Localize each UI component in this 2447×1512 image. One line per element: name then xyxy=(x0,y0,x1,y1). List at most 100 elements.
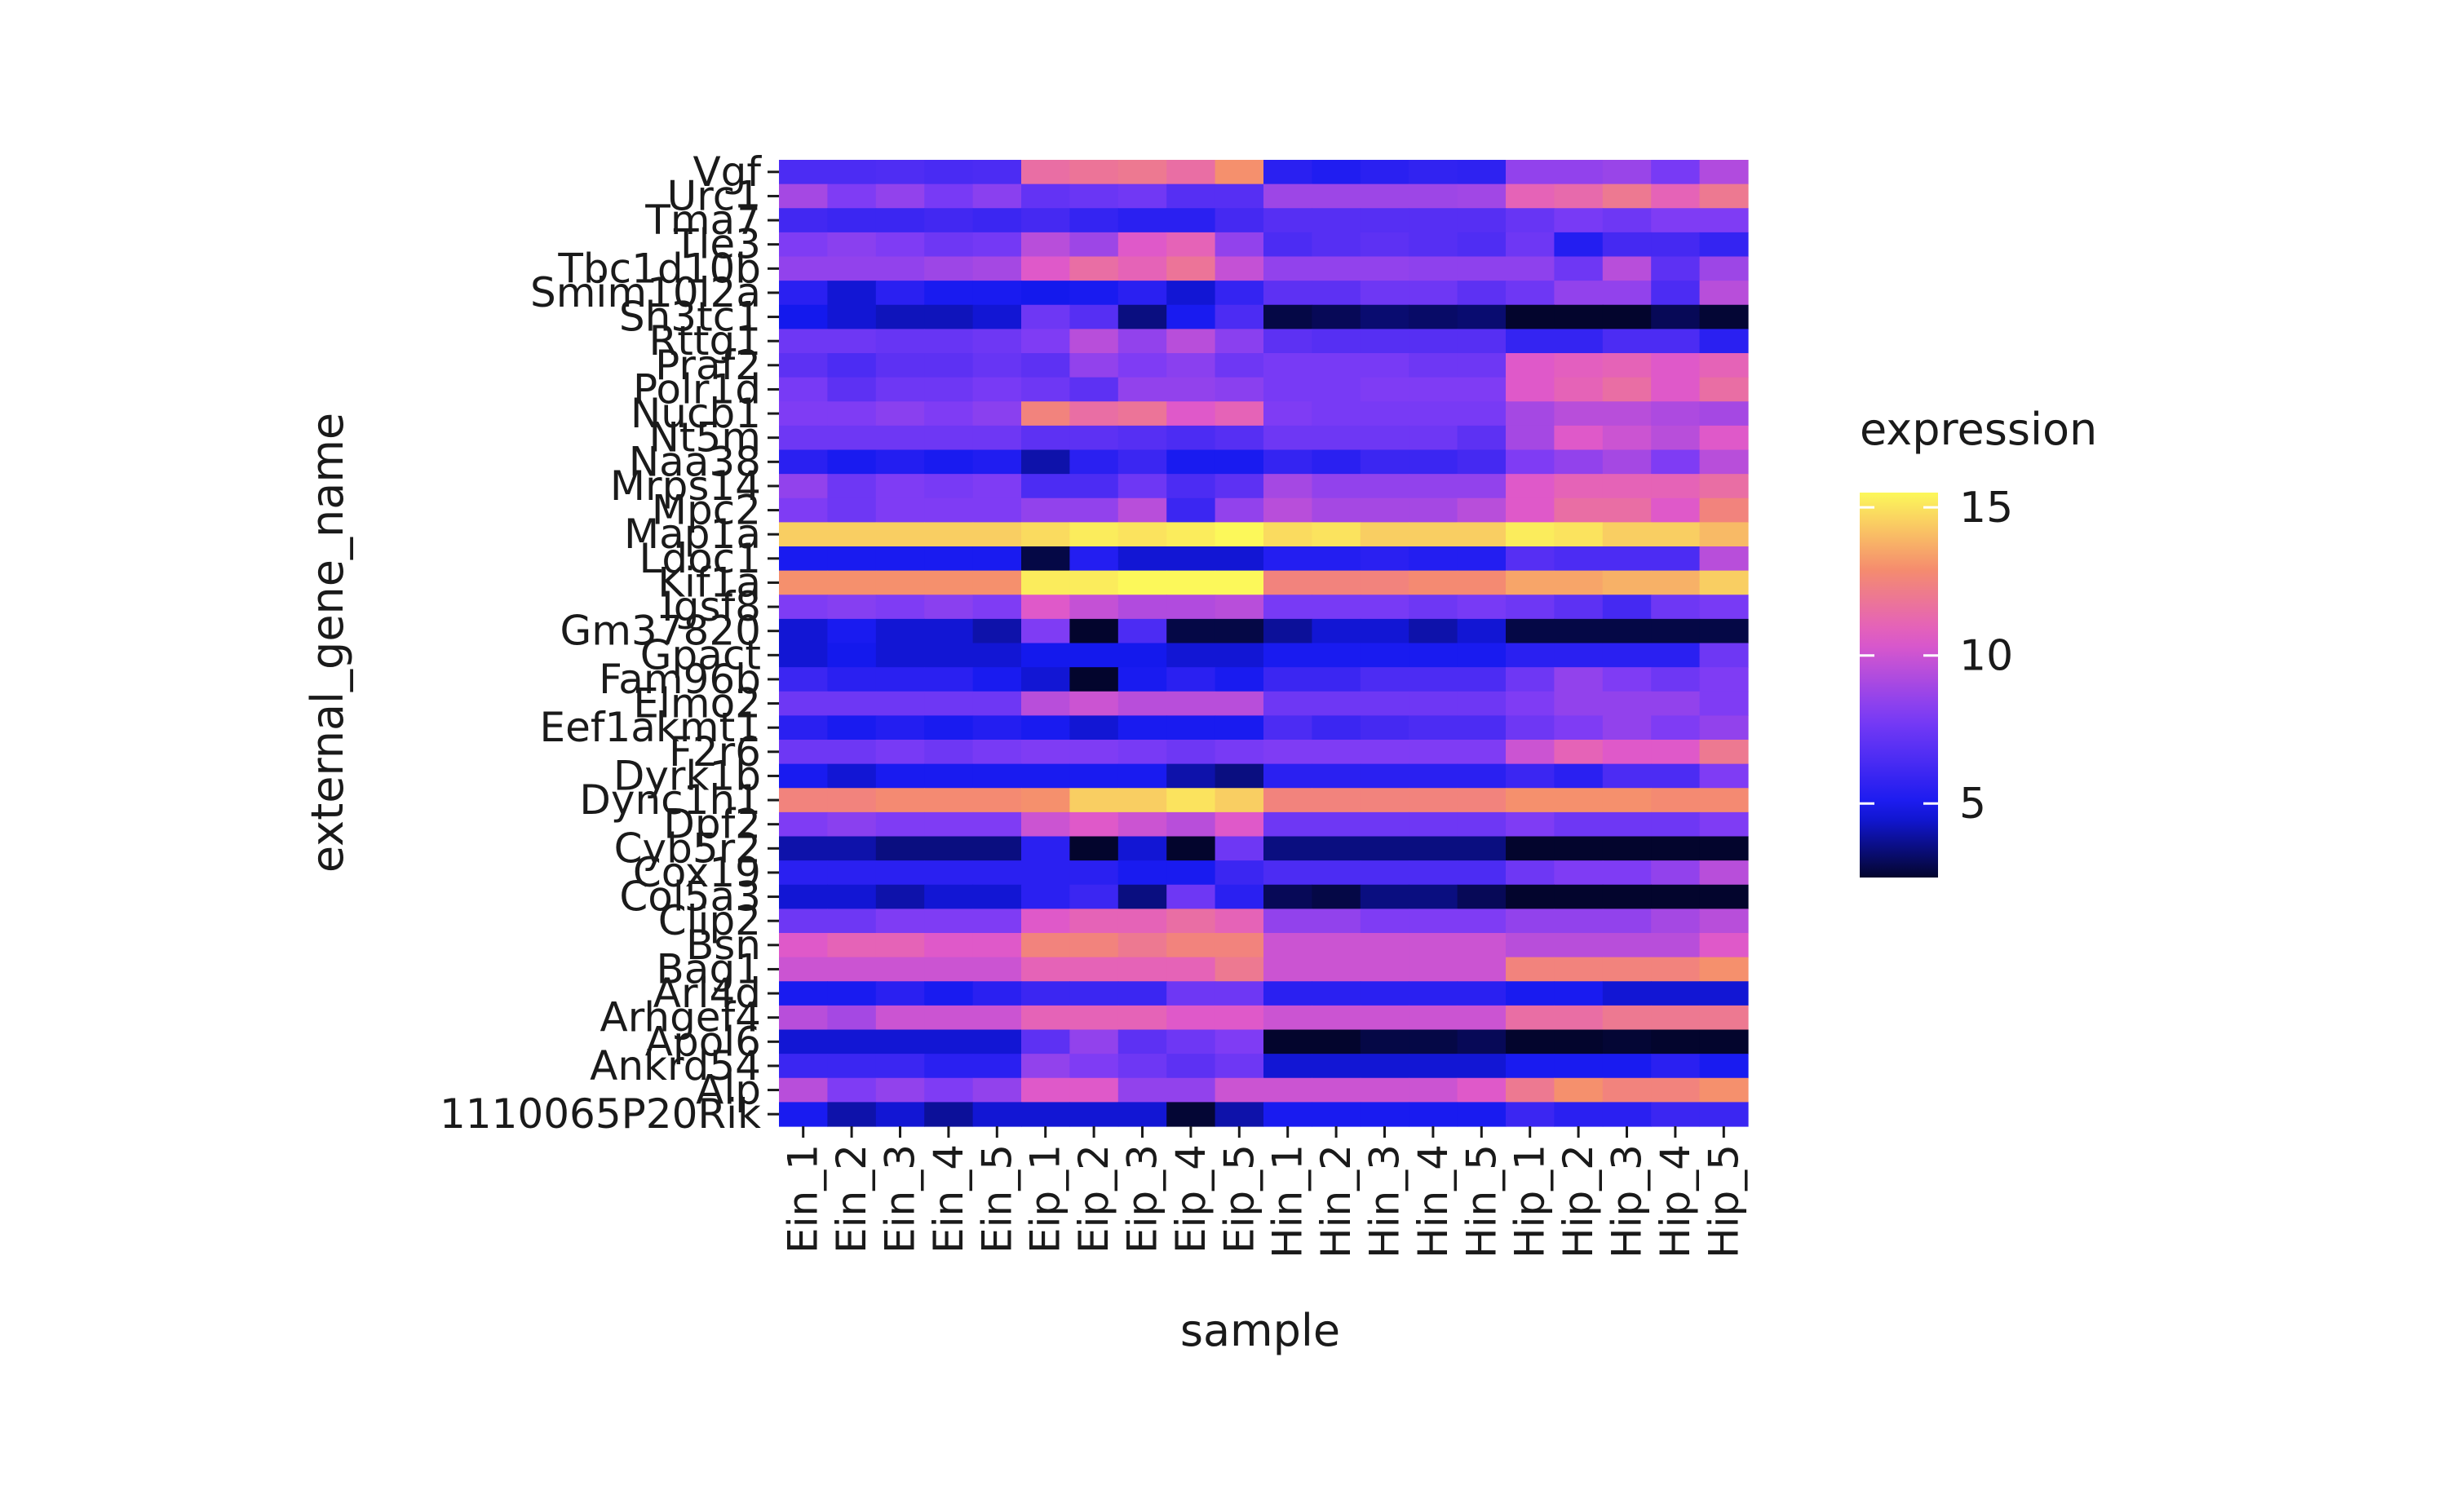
x-tick-label: Ein_2 xyxy=(828,1144,875,1253)
heatmap-cell xyxy=(1166,691,1216,716)
heatmap-cell xyxy=(1602,160,1652,185)
heatmap-cell xyxy=(1263,909,1312,934)
heatmap-cell xyxy=(1360,811,1409,838)
heatmap-cell xyxy=(1215,160,1264,185)
heatmap-cell xyxy=(1069,329,1119,354)
heatmap-cell xyxy=(972,788,1022,813)
heatmap-cell xyxy=(1602,256,1652,281)
y-tick-label: Polr1d xyxy=(633,365,761,413)
heatmap-cell xyxy=(1457,667,1507,692)
heatmap-cell xyxy=(875,957,925,982)
y-tick-label: Cyb5r2 xyxy=(614,825,761,872)
heatmap-cell xyxy=(1021,1054,1070,1079)
y-tick-label: Apol6 xyxy=(645,1018,761,1065)
heatmap-cell xyxy=(1021,183,1070,209)
heatmap-cell xyxy=(1263,329,1312,354)
heatmap-cell xyxy=(875,981,925,1006)
heatmap-cell xyxy=(1602,643,1652,668)
heatmap-cell xyxy=(1360,570,1409,595)
heatmap-cell xyxy=(1699,304,1749,329)
heatmap-cell xyxy=(1263,256,1312,281)
heatmap-cell xyxy=(875,160,925,185)
heatmap-cell xyxy=(1215,1029,1264,1054)
heatmap-cell xyxy=(1602,763,1652,789)
heatmap-cell xyxy=(1215,618,1264,644)
heatmap-cell xyxy=(924,715,974,741)
heatmap-cell xyxy=(1069,497,1119,523)
heatmap-cell xyxy=(1215,329,1264,354)
heatmap-cell xyxy=(1409,740,1458,765)
heatmap-cell xyxy=(875,546,925,572)
heatmap-cell xyxy=(1409,763,1458,789)
heatmap-cell xyxy=(1117,667,1167,692)
heatmap-cell xyxy=(1360,884,1409,909)
heatmap-cell xyxy=(779,1029,828,1054)
heatmap-cell xyxy=(972,474,1022,499)
heatmap-cells xyxy=(779,160,1749,1127)
heatmap-cell xyxy=(1554,329,1604,354)
heatmap-cell xyxy=(779,691,828,716)
heatmap-cell xyxy=(1602,811,1652,838)
x-tick-label: Hip_1 xyxy=(1507,1144,1554,1258)
heatmap-cell xyxy=(1602,715,1652,741)
heatmap-cell xyxy=(972,497,1022,523)
heatmap-cell xyxy=(1602,377,1652,402)
heatmap-cell xyxy=(1360,836,1409,861)
heatmap-cell xyxy=(1360,208,1409,233)
heatmap-cell xyxy=(1263,1077,1312,1103)
heatmap-cell xyxy=(1215,909,1264,934)
heatmap-cell xyxy=(827,643,877,668)
heatmap-cell xyxy=(779,884,828,909)
heatmap-cell xyxy=(1602,740,1652,765)
legend-tick-label: 10 xyxy=(1959,632,2013,681)
heatmap-cell xyxy=(1457,497,1507,523)
heatmap-cell xyxy=(875,232,925,258)
heatmap-cell xyxy=(1360,595,1409,620)
heatmap-cell xyxy=(1360,1054,1409,1079)
heatmap-cell xyxy=(1215,256,1264,281)
heatmap-cell xyxy=(1409,497,1458,523)
heatmap-cell xyxy=(1215,691,1264,716)
heatmap-cell xyxy=(779,546,828,572)
heatmap-cell xyxy=(1409,788,1458,813)
heatmap-cell xyxy=(1457,183,1507,209)
heatmap-cell xyxy=(1602,570,1652,595)
heatmap-cell xyxy=(1699,522,1749,547)
heatmap-cell xyxy=(1117,546,1167,572)
heatmap-cell xyxy=(1360,860,1409,886)
heatmap-cell xyxy=(1360,763,1409,789)
heatmap-cell xyxy=(1699,208,1749,233)
heatmap-cell xyxy=(827,281,877,306)
heatmap-cell xyxy=(1021,522,1070,547)
heatmap-cell xyxy=(1069,933,1119,958)
heatmap-cell xyxy=(1554,232,1604,258)
heatmap-cell xyxy=(1457,957,1507,982)
heatmap-cell xyxy=(1602,1029,1652,1054)
heatmap-cell xyxy=(1409,570,1458,595)
heatmap-cell xyxy=(924,522,974,547)
heatmap-cell xyxy=(972,884,1022,909)
heatmap-cell xyxy=(1409,183,1458,209)
heatmap-cell xyxy=(779,256,828,281)
heatmap-cell xyxy=(972,860,1022,886)
heatmap-cell xyxy=(1021,353,1070,378)
heatmap-cell xyxy=(779,449,828,475)
heatmap-cell xyxy=(924,449,974,475)
heatmap-cell xyxy=(924,281,974,306)
heatmap-cell xyxy=(1554,884,1604,909)
heatmap-cell xyxy=(1360,691,1409,716)
heatmap-cell xyxy=(1263,595,1312,620)
heatmap-cell xyxy=(1021,740,1070,765)
heatmap-cell xyxy=(1554,474,1604,499)
heatmap-cell xyxy=(1215,1054,1264,1079)
heatmap-cell xyxy=(1360,304,1409,329)
heatmap-cell xyxy=(1554,933,1604,958)
y-tick-label: Elmo2 xyxy=(633,680,761,727)
heatmap-cell xyxy=(1069,981,1119,1006)
heatmap-cell xyxy=(1360,401,1409,427)
heatmap-cell xyxy=(1506,449,1555,475)
heatmap-cell xyxy=(1651,401,1701,427)
heatmap-cell xyxy=(1409,1054,1458,1079)
y-tick-label: Eef1akmt1 xyxy=(540,704,761,751)
heatmap-cell xyxy=(924,474,974,499)
